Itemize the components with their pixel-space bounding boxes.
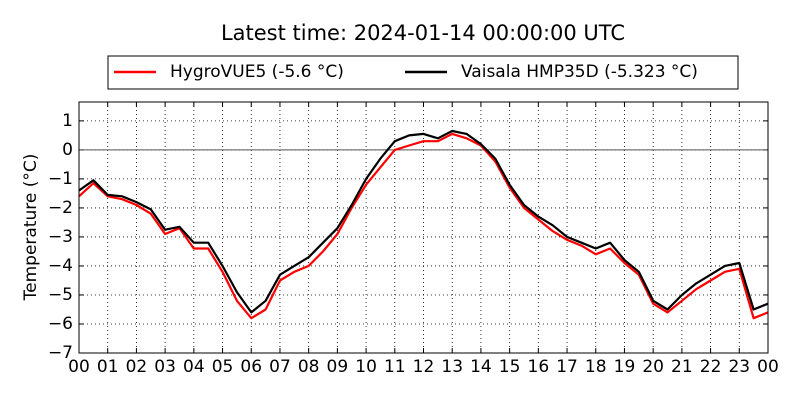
y-tick-label: −4 xyxy=(48,256,73,276)
y-tick-label: −5 xyxy=(48,285,73,305)
x-tick-label: 10 xyxy=(355,357,377,377)
x-tick-label: 12 xyxy=(413,357,435,377)
x-tick-label: 23 xyxy=(728,357,750,377)
y-tick-label: −2 xyxy=(48,198,73,218)
y-tick-label: −7 xyxy=(48,343,73,363)
y-tick-label: −3 xyxy=(48,227,73,247)
x-tick-label: 07 xyxy=(269,357,291,377)
series-line xyxy=(78,129,769,314)
y-tick-label: −6 xyxy=(48,314,73,334)
x-tick-label: 01 xyxy=(97,357,119,377)
x-tick-label: 08 xyxy=(298,357,320,377)
x-tick-label: 19 xyxy=(614,357,636,377)
x-tick-label: 17 xyxy=(556,357,578,377)
x-tick-label: 05 xyxy=(212,357,234,377)
x-tick-label: 14 xyxy=(470,357,492,377)
plot-frame xyxy=(78,101,769,354)
x-tick-label: 13 xyxy=(441,357,463,377)
x-tick-label: 20 xyxy=(642,357,664,377)
x-tick-label: 06 xyxy=(240,357,262,377)
legend-label: Vaisala HMP35D (-5.323 °C) xyxy=(461,62,698,82)
x-tick-label: 00 xyxy=(68,357,90,377)
x-tick-label: 21 xyxy=(671,357,693,377)
x-tick-label: 03 xyxy=(154,357,176,377)
chart-title: Latest time: 2024-01-14 00:00:00 UTC xyxy=(221,21,625,45)
x-tick-label: 18 xyxy=(585,357,607,377)
series-line xyxy=(78,132,769,320)
x-tick-label: 00 xyxy=(757,357,779,377)
x-tick-label: 15 xyxy=(499,357,521,377)
x-tick-label: 22 xyxy=(700,357,722,377)
x-tick-label: 09 xyxy=(327,357,349,377)
x-tick-label: 11 xyxy=(384,357,406,377)
x-tick-label: 02 xyxy=(126,357,148,377)
y-tick-label: −1 xyxy=(48,169,73,189)
x-tick-label: 04 xyxy=(183,357,205,377)
y-tick-label: 1 xyxy=(62,111,73,131)
legend-label: HygroVUE5 (-5.6 °C) xyxy=(170,62,344,82)
x-tick-label: 16 xyxy=(528,357,550,377)
y-tick-label: 0 xyxy=(62,140,73,160)
y-axis-label: Temperature (°C) xyxy=(21,154,41,302)
